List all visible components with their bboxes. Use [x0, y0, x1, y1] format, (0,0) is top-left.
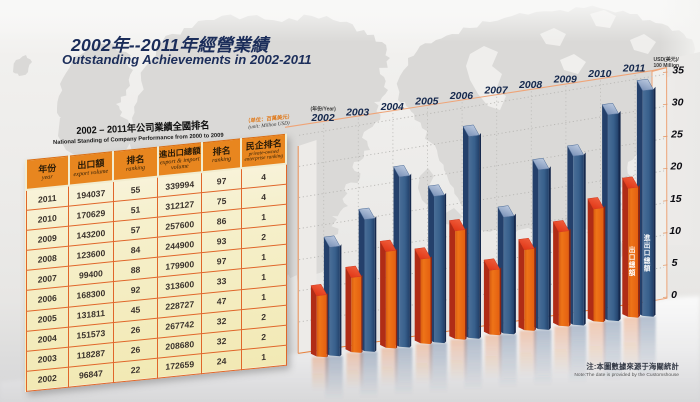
svg-text:進出口總額: 進出口總額 — [643, 233, 651, 272]
svg-text:20: 20 — [670, 161, 683, 173]
svg-text:2009: 2009 — [553, 75, 577, 86]
svg-text:100 Million: 100 Million — [654, 63, 680, 69]
svg-text:2008: 2008 — [518, 80, 542, 91]
svg-text:0: 0 — [671, 289, 677, 301]
svg-text:USD(美元)/: USD(美元)/ — [654, 56, 680, 63]
svg-text:10: 10 — [669, 225, 681, 237]
svg-text:出口總額: 出口總額 — [628, 245, 636, 277]
svg-text:2011: 2011 — [622, 64, 646, 75]
svg-text:2003: 2003 — [345, 108, 369, 119]
svg-text:30: 30 — [672, 97, 684, 109]
svg-text:2010: 2010 — [587, 69, 611, 80]
svg-text:35: 35 — [672, 64, 684, 76]
svg-text:2007: 2007 — [484, 86, 509, 97]
svg-text:2005: 2005 — [414, 97, 438, 108]
svg-text:2002: 2002 — [311, 113, 335, 124]
svg-text:2004: 2004 — [380, 102, 404, 113]
svg-text:5: 5 — [672, 257, 678, 269]
svg-text:2006: 2006 — [449, 91, 473, 102]
svg-text:(年份/Year): (年份/Year) — [311, 106, 337, 113]
svg-text:25: 25 — [670, 129, 683, 141]
svg-text:15: 15 — [670, 193, 682, 205]
